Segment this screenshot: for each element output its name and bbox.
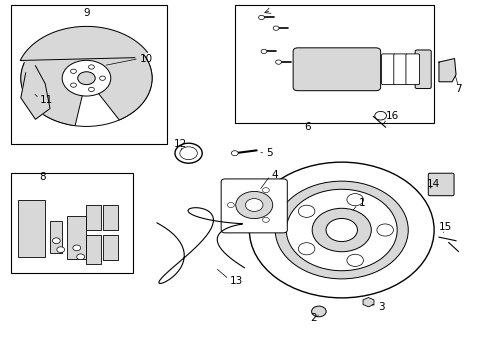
- Text: 6: 6: [304, 122, 310, 132]
- Bar: [19, 200, 45, 257]
- Circle shape: [298, 205, 314, 217]
- FancyBboxPatch shape: [405, 54, 419, 85]
- Circle shape: [78, 72, 95, 85]
- Text: 7: 7: [454, 84, 461, 94]
- Circle shape: [231, 151, 238, 156]
- Circle shape: [258, 15, 264, 19]
- Text: 14: 14: [426, 179, 439, 189]
- Text: 13: 13: [229, 276, 243, 286]
- Text: 2: 2: [309, 313, 316, 323]
- Bar: [86, 235, 101, 264]
- Circle shape: [311, 208, 370, 252]
- Circle shape: [70, 69, 76, 73]
- Text: 3: 3: [377, 302, 384, 312]
- FancyBboxPatch shape: [427, 173, 453, 196]
- Bar: [86, 205, 101, 230]
- Circle shape: [275, 60, 281, 64]
- Bar: [234, 5, 433, 123]
- Circle shape: [376, 224, 393, 236]
- Bar: [103, 205, 118, 230]
- Bar: [50, 221, 62, 253]
- Circle shape: [245, 199, 263, 211]
- Circle shape: [21, 30, 152, 126]
- Polygon shape: [21, 66, 50, 119]
- Text: 1: 1: [358, 198, 365, 208]
- Text: 11: 11: [40, 95, 53, 105]
- FancyBboxPatch shape: [381, 54, 394, 85]
- FancyBboxPatch shape: [393, 54, 407, 85]
- Circle shape: [62, 60, 111, 96]
- Circle shape: [52, 238, 60, 244]
- Bar: [11, 5, 166, 144]
- Text: 5: 5: [266, 148, 272, 158]
- Text: 12: 12: [174, 139, 187, 149]
- Circle shape: [262, 217, 269, 222]
- Circle shape: [286, 189, 396, 271]
- FancyBboxPatch shape: [221, 179, 287, 233]
- Text: 9: 9: [83, 8, 90, 18]
- Circle shape: [227, 203, 234, 207]
- Text: 10: 10: [140, 54, 153, 64]
- Circle shape: [346, 194, 363, 206]
- Wedge shape: [21, 30, 152, 126]
- Circle shape: [249, 162, 433, 298]
- Circle shape: [311, 306, 325, 317]
- Text: 16: 16: [385, 111, 398, 121]
- Circle shape: [100, 76, 105, 80]
- Bar: [67, 216, 86, 258]
- FancyBboxPatch shape: [414, 50, 430, 89]
- Circle shape: [175, 143, 202, 163]
- Circle shape: [374, 111, 386, 120]
- Circle shape: [77, 254, 84, 260]
- Circle shape: [235, 192, 272, 219]
- Text: 4: 4: [271, 170, 277, 180]
- Circle shape: [57, 247, 64, 252]
- Circle shape: [73, 245, 81, 251]
- Polygon shape: [20, 26, 147, 64]
- Bar: [11, 173, 132, 273]
- Circle shape: [88, 87, 94, 91]
- Circle shape: [275, 181, 407, 279]
- Polygon shape: [438, 59, 455, 82]
- Circle shape: [346, 254, 363, 266]
- Text: 8: 8: [40, 172, 46, 182]
- Circle shape: [180, 147, 197, 159]
- Circle shape: [262, 188, 269, 193]
- Circle shape: [325, 219, 357, 242]
- Circle shape: [298, 243, 314, 255]
- Text: 15: 15: [438, 222, 451, 232]
- Bar: [103, 235, 118, 260]
- FancyBboxPatch shape: [292, 48, 380, 91]
- Circle shape: [70, 83, 76, 87]
- Circle shape: [88, 65, 94, 69]
- Circle shape: [261, 49, 266, 54]
- Circle shape: [273, 26, 279, 30]
